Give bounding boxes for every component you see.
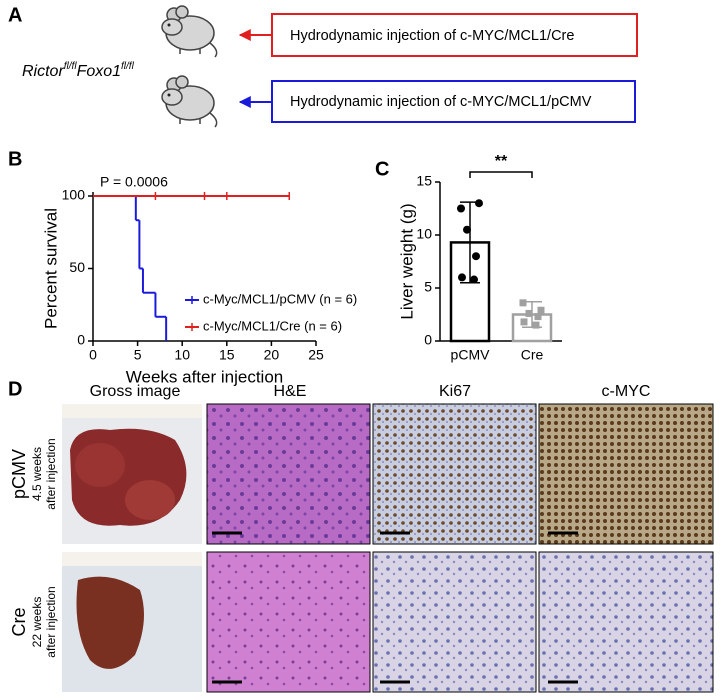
- y-tick-label: 100: [62, 187, 86, 203]
- micrograph: [538, 551, 714, 693]
- axis-title: Percent survival: [41, 208, 60, 329]
- allele: fl/fl: [64, 61, 78, 72]
- data-point: [470, 275, 478, 284]
- data-point: [537, 306, 545, 314]
- genotype: Rictorfl/flFoxo1fl/fl: [22, 61, 135, 81]
- column-header: c-MYC: [602, 383, 651, 400]
- x-tick-label: 20: [264, 347, 280, 363]
- data-point: [520, 318, 528, 326]
- mouse-icon: [161, 5, 218, 58]
- annotation: P = 0.0006: [100, 174, 168, 190]
- axis-title: Liver weight (g): [397, 203, 416, 319]
- allele: fl/fl: [121, 61, 135, 72]
- x-tick-label: 15: [219, 347, 235, 363]
- panel-label: D: [8, 378, 22, 400]
- data-point: [519, 299, 527, 307]
- data-point: [534, 313, 542, 321]
- axis-title-group: Percent survival: [41, 208, 60, 329]
- significance-bracket: [469, 171, 533, 178]
- photo: [62, 404, 202, 544]
- x-tick-label: 0: [89, 347, 97, 363]
- row-time: 4.5 weeks: [30, 447, 44, 501]
- column-header: Gross image: [90, 383, 181, 400]
- box-text: Hydrodynamic injection of c-MYC/MCL1/Cre: [290, 28, 574, 44]
- data-point: [532, 321, 540, 329]
- box: [271, 13, 638, 57]
- axis-title-group: Liver weight (g): [397, 203, 416, 319]
- data-point: [457, 204, 465, 213]
- row-label: Cre: [9, 607, 29, 636]
- x-tick-label: pCMV: [451, 347, 491, 363]
- legend-label: c-Myc/MCL1/Cre (n = 6): [203, 318, 342, 333]
- photo: [62, 552, 202, 692]
- row-label: pCMV: [9, 449, 29, 499]
- significance: **: [495, 153, 508, 170]
- gene: Rictor: [22, 63, 64, 80]
- data-point: [472, 252, 480, 261]
- row-note: after injection: [44, 438, 58, 509]
- data-point: [463, 225, 471, 234]
- box-text: Hydrodynamic injection of c-MYC/MCL1/pCM…: [290, 94, 592, 110]
- y-tick-label: 50: [69, 259, 85, 275]
- legend-label: c-Myc/MCL1/pCMV (n = 6): [203, 291, 357, 306]
- panel-label: C: [375, 158, 389, 180]
- x-tick-label: Cre: [521, 347, 544, 363]
- x-tick-label: 10: [174, 347, 190, 363]
- panel-label: B: [8, 148, 22, 170]
- data-point: [525, 309, 533, 317]
- micrograph: [372, 403, 537, 545]
- column-header: Ki67: [439, 383, 471, 400]
- x-axis-title: Weeks after injection: [126, 367, 283, 386]
- row-note: after injection: [44, 586, 58, 657]
- scale-bars: [212, 531, 578, 684]
- y-tick-label: 10: [416, 226, 432, 242]
- data-point: [475, 199, 483, 208]
- data-point: [458, 273, 466, 282]
- y-tick-label: 0: [77, 332, 85, 348]
- micrograph: [206, 403, 371, 545]
- x-tick-label: 5: [134, 347, 142, 363]
- gene: Foxo1: [77, 63, 121, 80]
- row-time: 22 weeks: [30, 597, 44, 648]
- mouse-icon: [161, 75, 218, 128]
- x-tick-label: 25: [308, 347, 324, 363]
- micrograph: [206, 551, 371, 693]
- panel-label: A: [8, 4, 22, 26]
- y-tick-label: 0: [424, 332, 432, 348]
- y-tick-label: 15: [416, 173, 432, 189]
- column-header: H&E: [274, 383, 307, 400]
- micrograph: [372, 551, 537, 693]
- box: [271, 80, 636, 123]
- y-tick-label: 5: [424, 279, 432, 295]
- micrograph: [538, 403, 714, 545]
